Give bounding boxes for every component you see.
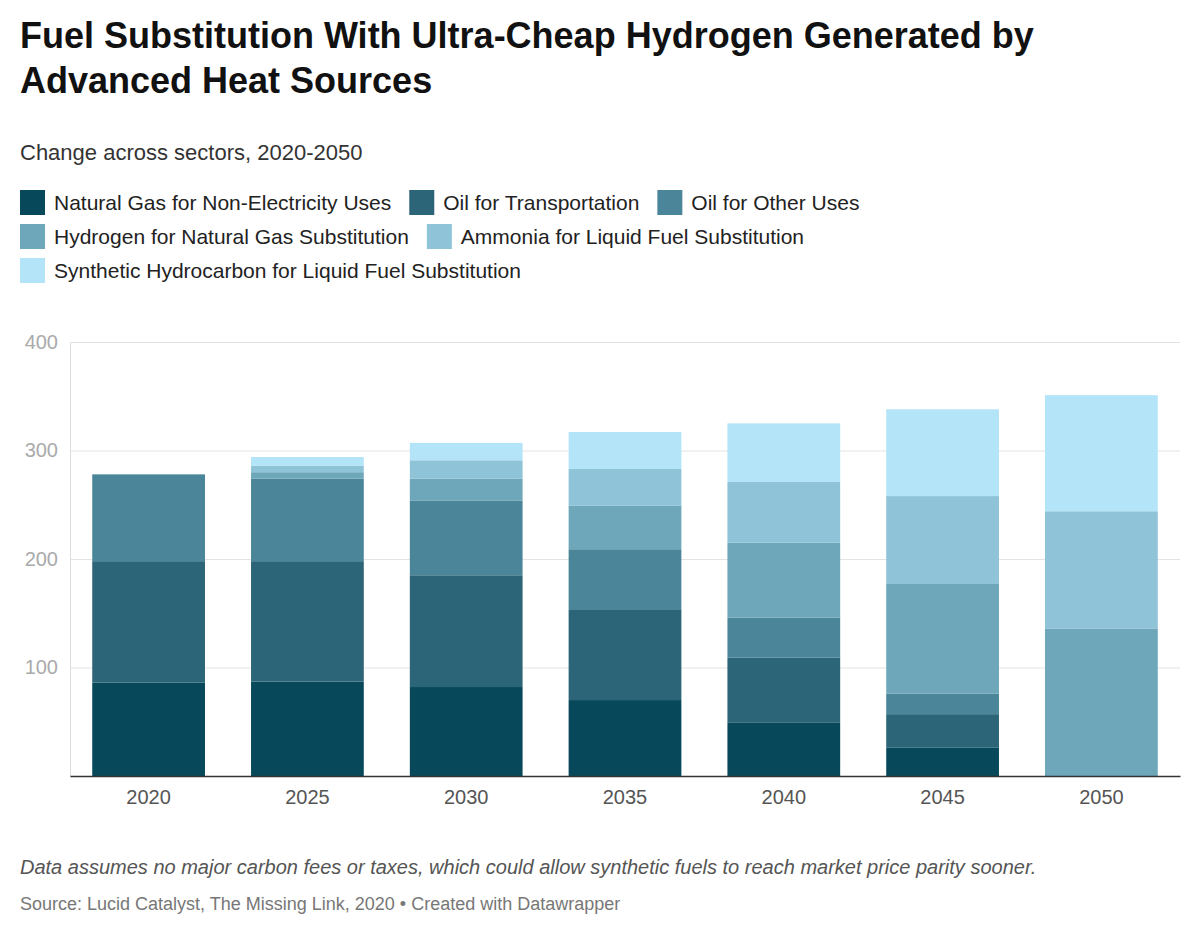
bar <box>727 482 840 543</box>
bar <box>569 700 682 776</box>
bar <box>92 474 205 561</box>
bar <box>251 479 364 561</box>
bar <box>92 474 205 475</box>
bar <box>410 575 523 687</box>
bar <box>410 443 523 460</box>
legend-swatch <box>20 190 45 215</box>
bar <box>410 687 523 776</box>
bar <box>569 432 682 469</box>
bar <box>886 584 999 694</box>
bar <box>886 496 999 584</box>
y-tick-label: 100 <box>25 656 58 678</box>
legend-swatch <box>20 258 45 283</box>
bar <box>569 610 682 700</box>
bar <box>727 723 840 776</box>
bar <box>92 561 205 683</box>
bar <box>92 683 205 776</box>
x-tick-label: 2025 <box>285 786 330 808</box>
note: Data assumes no major carbon fees or tax… <box>20 856 1036 878</box>
y-axis: 100 200 300 400 <box>25 331 1180 777</box>
bar <box>251 561 364 681</box>
bar <box>727 618 840 658</box>
bar <box>410 500 523 575</box>
legend-swatch <box>409 190 434 215</box>
x-tick-label: 2020 <box>126 786 171 808</box>
source: Source: Lucid Catalyst, The Missing Link… <box>20 894 620 914</box>
x-axis: 2020 2025 2030 2035 2040 2045 2050 <box>71 777 1181 809</box>
y-axis-line <box>71 343 1181 777</box>
legend-label: Oil for Transportation <box>443 191 639 214</box>
x-tick-label: 2040 <box>762 786 807 808</box>
bar <box>569 469 682 506</box>
bar <box>1045 511 1158 628</box>
bar <box>1045 628 1158 776</box>
legend: Natural Gas for Non-Electricity Uses Oil … <box>20 190 859 283</box>
title: Fuel Substitution With Ultra-Cheap Hydro… <box>20 15 1034 101</box>
x-tick: 2040 <box>762 786 807 808</box>
x-tick: 2050 <box>1079 786 1124 808</box>
bar <box>410 479 523 501</box>
legend-item: Synthetic Hydrocarbon for Liquid Fuel Su… <box>20 258 521 283</box>
legend-label: Hydrogen for Natural Gas Substitution <box>54 225 409 248</box>
bar <box>727 543 840 618</box>
bar <box>886 714 999 748</box>
bar <box>569 549 682 610</box>
bar <box>92 474 205 475</box>
bar <box>569 506 682 549</box>
legend-item: Ammonia for Liquid Fuel Substitution <box>427 224 804 249</box>
bar <box>251 457 364 466</box>
legend-label: Oil for Other Uses <box>691 191 859 214</box>
series <box>92 474 999 714</box>
legend-label: Synthetic Hydrocarbon for Liquid Fuel Su… <box>54 259 521 282</box>
y-tick: 400 <box>25 331 1180 353</box>
series <box>92 682 999 776</box>
bar <box>727 658 840 723</box>
x-axis-line <box>71 776 1181 778</box>
bar <box>251 466 364 473</box>
legend-item: Oil for Other Uses <box>657 190 859 215</box>
y-tick-label: 400 <box>25 331 58 353</box>
legend-label: Natural Gas for Non-Electricity Uses <box>54 191 391 214</box>
x-tick: 2020 <box>126 786 171 808</box>
y-tick-label: 300 <box>25 439 58 461</box>
bar <box>92 474 205 475</box>
bar <box>1045 395 1158 511</box>
legend-swatch <box>657 190 682 215</box>
y-tick-label: 200 <box>25 548 58 570</box>
x-tick-label: 2035 <box>603 786 648 808</box>
chart: Fuel Substitution With Ultra-Cheap Hydro… <box>0 0 1200 935</box>
bar <box>251 682 364 776</box>
x-tick-label: 2050 <box>1079 786 1124 808</box>
x-tick: 2045 <box>920 786 965 808</box>
legend-swatch <box>427 224 452 249</box>
bar <box>886 694 999 715</box>
legend-item: Hydrogen for Natural Gas Substitution <box>20 224 409 249</box>
bars <box>92 395 1158 776</box>
bar <box>251 472 364 479</box>
subtitle: Change across sectors, 2020-2050 <box>20 140 362 165</box>
legend-item: Natural Gas for Non-Electricity Uses <box>20 190 391 215</box>
series <box>251 460 1158 628</box>
bar <box>727 423 840 482</box>
bar <box>886 748 999 776</box>
x-tick: 2025 <box>285 786 330 808</box>
x-tick-label: 2045 <box>920 786 965 808</box>
x-tick: 2035 <box>603 786 648 808</box>
x-tick: 2030 <box>444 786 489 808</box>
series <box>251 395 1158 511</box>
x-tick-label: 2030 <box>444 786 489 808</box>
legend-item: Oil for Transportation <box>409 190 639 215</box>
legend-swatch <box>20 224 45 249</box>
bar <box>410 460 523 478</box>
bar <box>886 409 999 496</box>
grid-line <box>70 342 1180 343</box>
series <box>92 561 999 748</box>
legend-label: Ammonia for Liquid Fuel Substitution <box>461 225 804 248</box>
series <box>251 472 1158 776</box>
